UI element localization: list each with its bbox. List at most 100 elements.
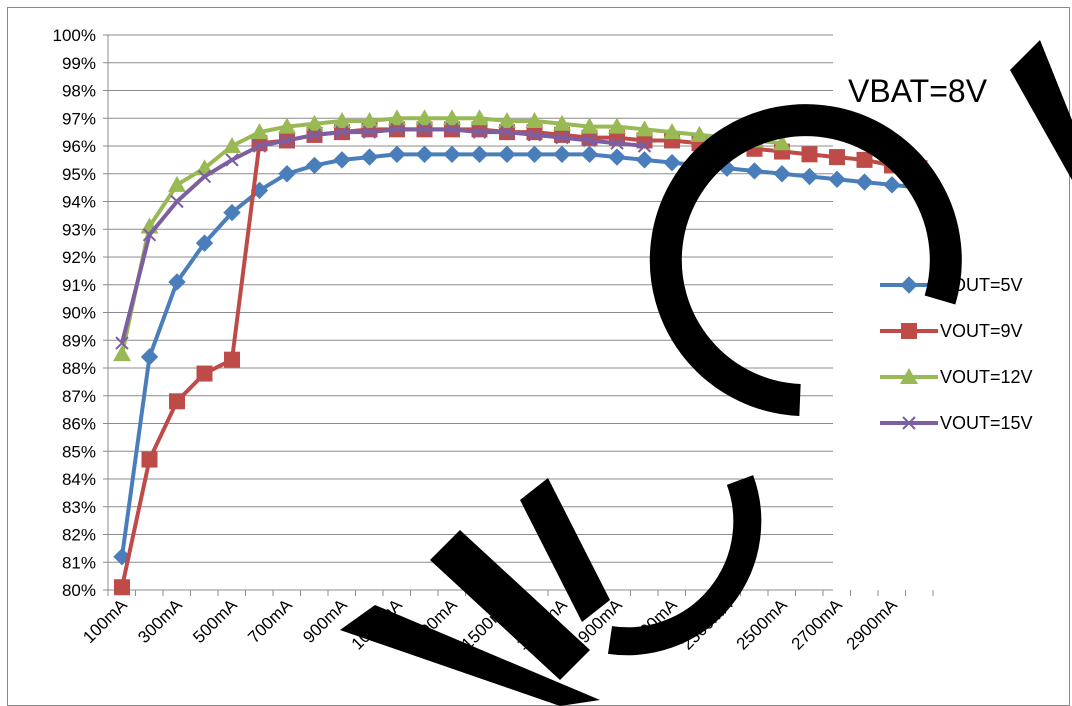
y-tick-label: 92% xyxy=(62,248,96,267)
series-line xyxy=(120,127,645,344)
data-point xyxy=(443,109,461,126)
data-point xyxy=(114,579,130,596)
data-point xyxy=(223,137,241,153)
watermark-stroke xyxy=(520,478,610,622)
y-tick-label: 81% xyxy=(62,553,96,572)
watermark-stroke xyxy=(430,530,590,680)
y-tick-label: 87% xyxy=(62,387,96,406)
data-point xyxy=(278,165,296,183)
data-point xyxy=(223,203,241,222)
data-point xyxy=(390,122,404,137)
data-point xyxy=(280,133,294,148)
y-tick-label: 82% xyxy=(62,526,96,545)
y-tick-label: 100% xyxy=(53,26,96,45)
legend-label: VOUT=12V xyxy=(940,367,1033,387)
data-point xyxy=(252,139,267,153)
data-point xyxy=(415,109,434,126)
y-tick-label: 96% xyxy=(62,137,96,156)
data-point xyxy=(115,336,129,350)
data-point xyxy=(773,134,791,151)
data-point xyxy=(472,125,487,139)
data-point xyxy=(580,145,599,164)
data-point xyxy=(829,149,845,166)
data-point xyxy=(250,123,269,140)
legend: VOUT=5V VOUT=9V VOUT=12V VOUT=15V xyxy=(880,275,1033,433)
data-point xyxy=(417,122,432,137)
data-point xyxy=(498,112,516,129)
data-point xyxy=(525,112,544,129)
data-point xyxy=(333,151,351,169)
data-point xyxy=(801,146,818,163)
watermark xyxy=(340,40,1072,706)
data-point xyxy=(141,451,158,468)
data-point xyxy=(900,276,918,294)
series-vout-15v xyxy=(115,122,652,350)
y-tick-label: 97% xyxy=(62,109,96,128)
y-tick-label: 86% xyxy=(62,415,96,434)
data-point xyxy=(335,125,349,139)
data-point xyxy=(773,165,791,183)
y-tick-label: 94% xyxy=(62,193,96,212)
data-point xyxy=(445,122,459,137)
data-point xyxy=(195,234,214,252)
data-point xyxy=(388,145,406,164)
data-point xyxy=(307,128,322,142)
data-point xyxy=(140,348,159,366)
watermark-stroke xyxy=(340,605,600,706)
data-point xyxy=(553,114,571,131)
data-point xyxy=(362,125,377,139)
data-point xyxy=(637,139,652,153)
data-point xyxy=(635,120,654,137)
y-tick-label: 84% xyxy=(62,470,96,489)
data-point xyxy=(470,145,489,164)
data-point xyxy=(113,345,131,362)
data-point xyxy=(333,112,351,129)
data-point xyxy=(663,123,681,140)
data-point xyxy=(527,128,542,142)
data-point xyxy=(901,323,917,339)
data-point xyxy=(225,153,239,167)
watermark-arc xyxy=(649,104,962,416)
data-point xyxy=(555,130,569,145)
data-point xyxy=(900,368,918,384)
data-point xyxy=(663,153,681,172)
vbat-annotation: VBAT=8V xyxy=(848,73,988,109)
data-point xyxy=(305,156,324,175)
series-layer xyxy=(113,109,929,596)
data-point xyxy=(498,145,516,164)
data-point xyxy=(388,109,406,126)
y-tick-label: 80% xyxy=(62,581,96,600)
data-point xyxy=(855,173,874,191)
y-tick-label: 93% xyxy=(62,220,96,239)
y-tick-label: 95% xyxy=(62,165,96,184)
legend-label: VOUT=5V xyxy=(940,275,1023,295)
y-tick-label: 90% xyxy=(62,304,96,323)
data-point xyxy=(690,125,709,142)
data-point xyxy=(443,145,461,164)
data-point xyxy=(360,148,379,166)
data-point xyxy=(168,175,186,192)
legend-item: VOUT=15V xyxy=(880,413,1033,433)
legend-item: VOUT=9V xyxy=(880,321,1023,341)
watermark-arc xyxy=(607,475,762,656)
watermark-stroke xyxy=(1010,40,1072,180)
data-point xyxy=(415,145,434,164)
data-point xyxy=(828,170,846,189)
data-point xyxy=(610,136,624,150)
y-tick-label: 89% xyxy=(62,331,96,350)
data-point xyxy=(305,114,324,131)
data-point xyxy=(635,151,654,169)
legend-item: VOUT=12V xyxy=(880,367,1033,387)
data-point xyxy=(800,167,819,186)
data-point xyxy=(745,162,764,180)
data-point xyxy=(553,145,571,164)
data-point xyxy=(525,145,544,164)
legend-label: VOUT=15V xyxy=(940,413,1033,433)
data-point xyxy=(608,117,626,134)
data-point xyxy=(608,148,626,166)
data-point xyxy=(580,117,599,134)
data-point xyxy=(197,169,212,184)
data-point xyxy=(142,228,157,242)
